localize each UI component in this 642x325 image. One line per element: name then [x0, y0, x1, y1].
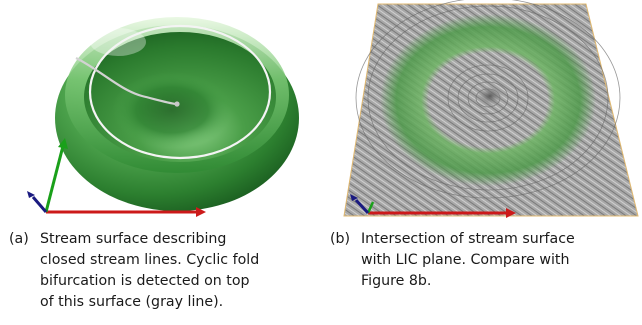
stream-surface-ring — [380, 14, 596, 186]
fold-bifurcation-line — [75, 57, 177, 106]
caption-b-line: Intersection of stream surface — [361, 231, 575, 247]
panel-b-image — [343, 0, 639, 218]
closed-stream-line — [88, 24, 272, 160]
axis-y — [44, 145, 65, 213]
caption-a-line: bifurcation is detected on top — [40, 273, 250, 289]
axis-z — [354, 198, 370, 215]
panel-a-image — [27, 17, 299, 217]
caption-a-line: closed stream lines. Cyclic fold — [40, 252, 260, 268]
caption-b-line: Figure 8b. — [361, 273, 432, 289]
caption-b-line: with LIC plane. Compare with — [361, 252, 570, 268]
axis-y — [366, 201, 375, 214]
caption-b-tag: (b) — [330, 231, 351, 247]
caption-a-tag: (a) — [9, 231, 29, 247]
caption-a-line: of this surface (gray line). — [40, 294, 224, 310]
caption-a-line: Stream surface describing — [40, 231, 227, 247]
axis-z — [31, 196, 48, 213]
